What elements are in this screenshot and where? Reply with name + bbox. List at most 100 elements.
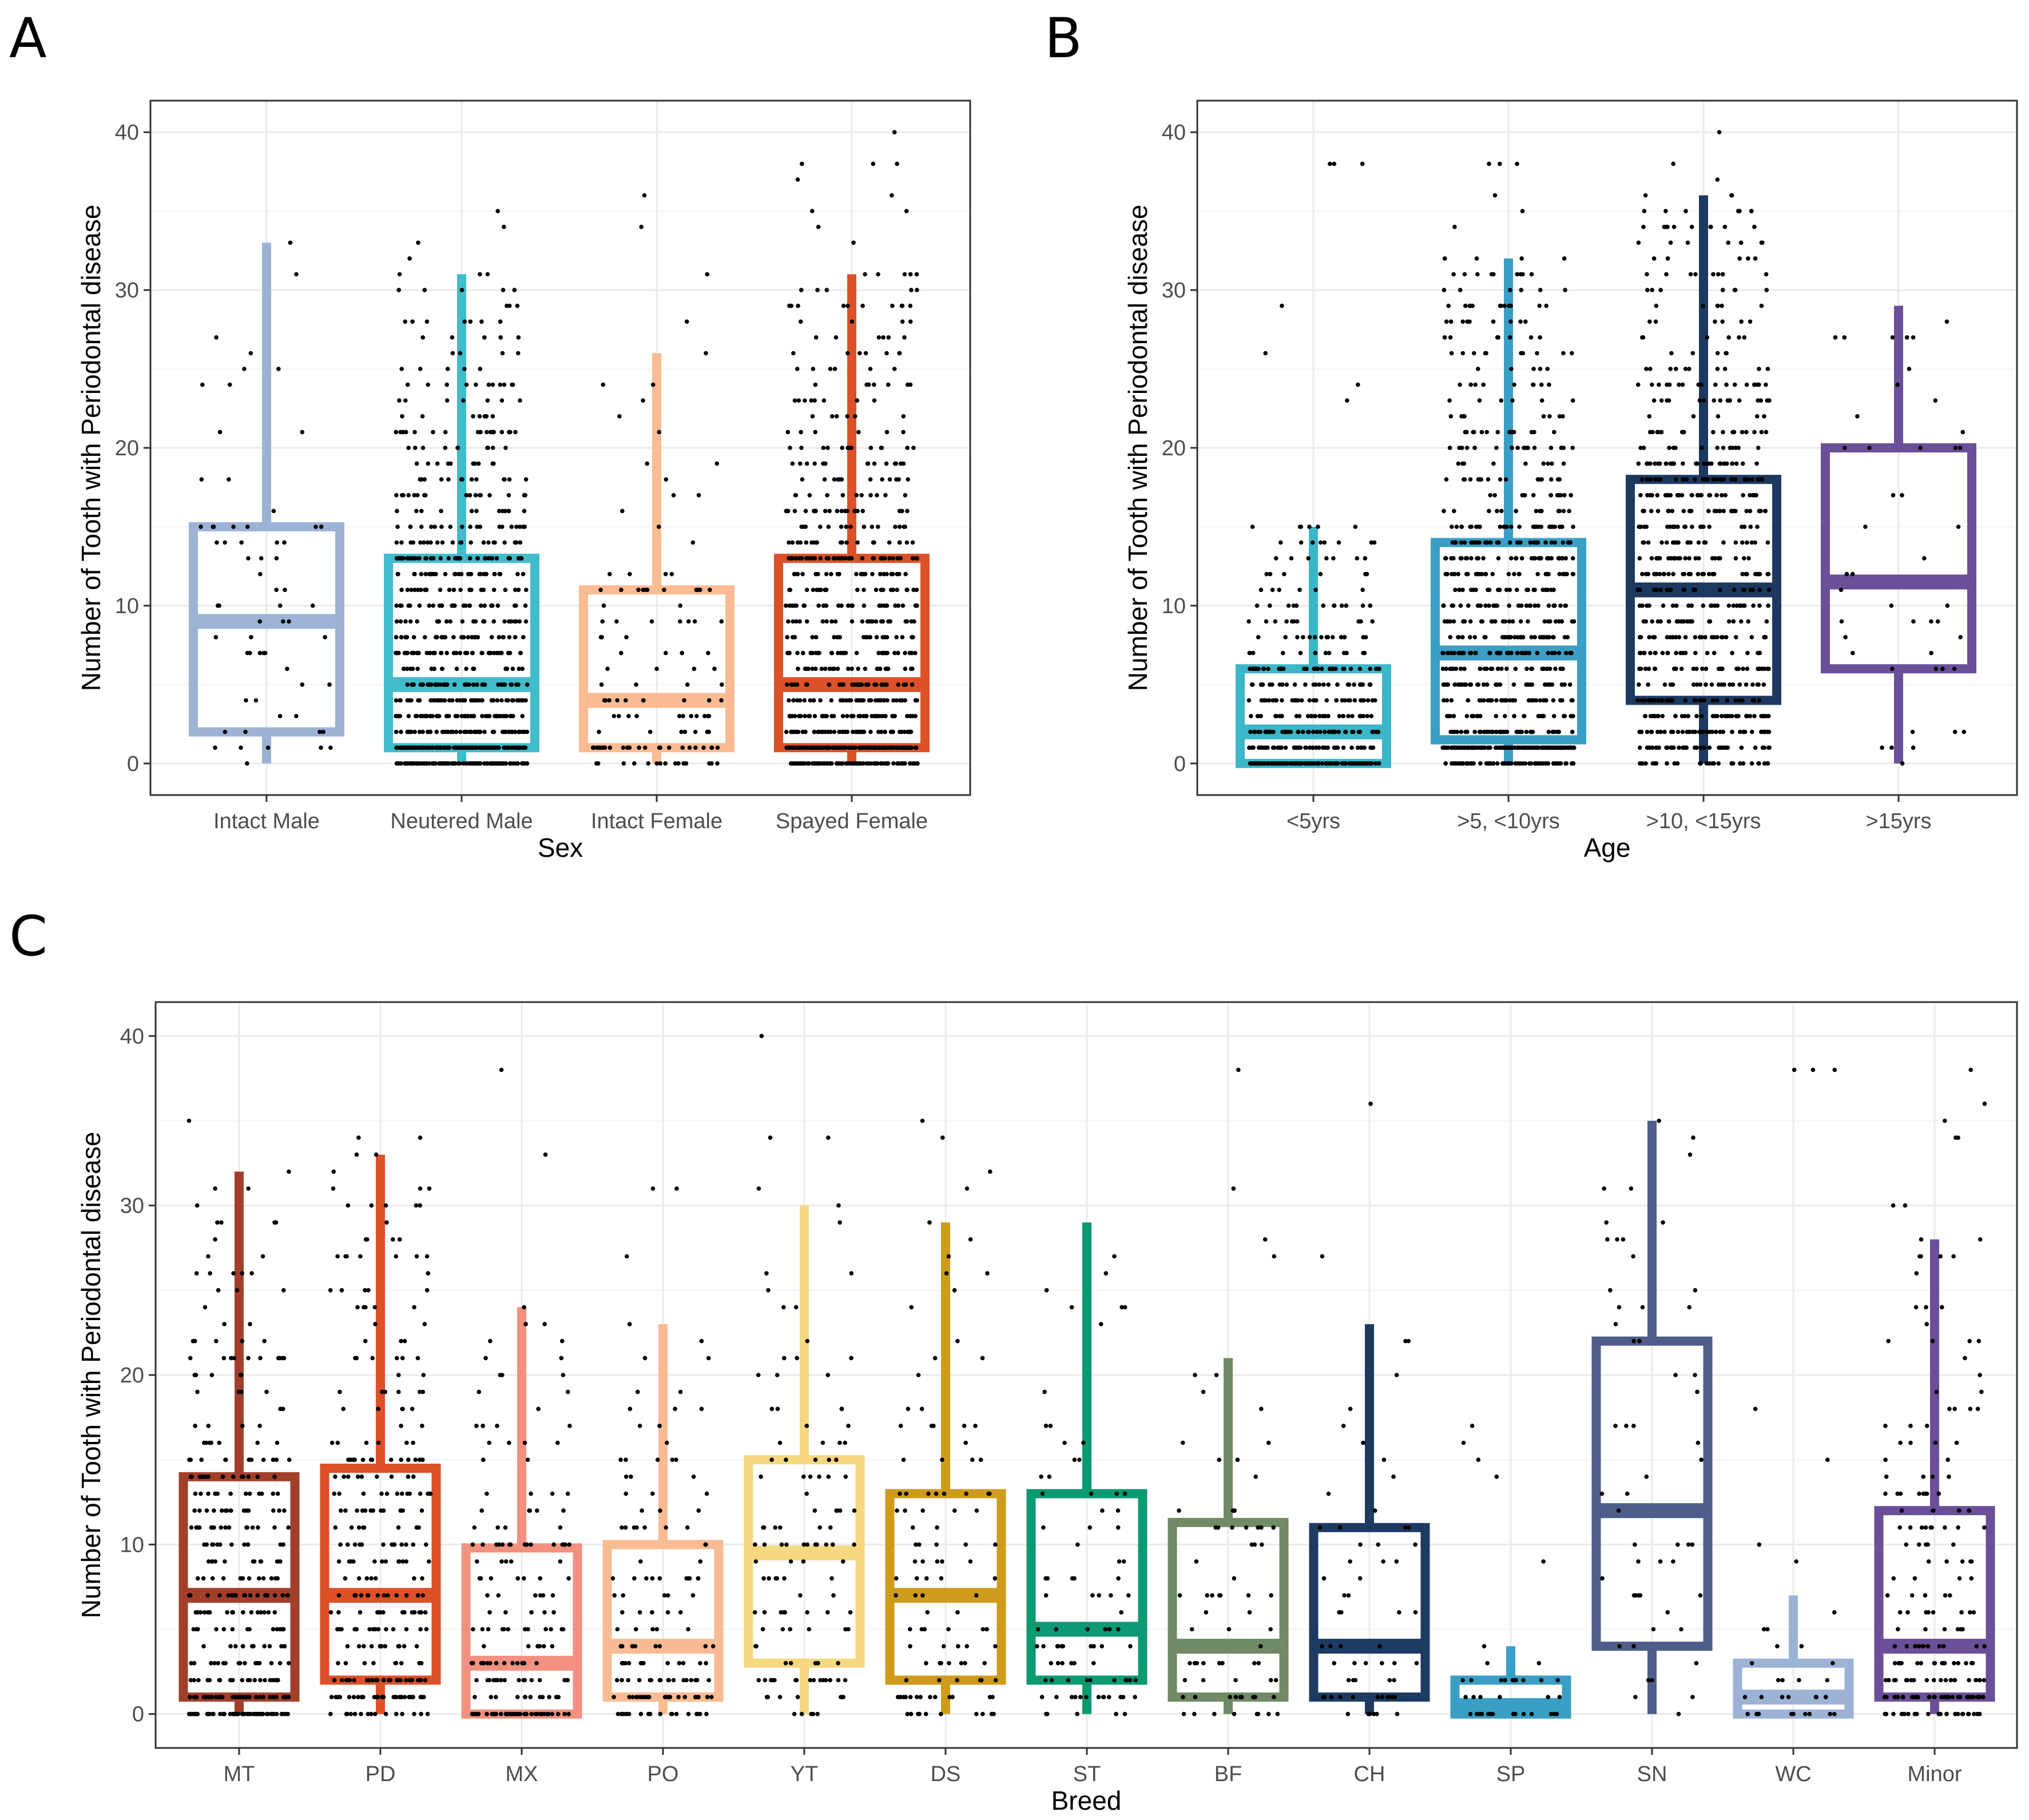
data-point [1365,714,1369,718]
data-point [329,1695,334,1699]
data-point [261,1576,266,1581]
data-point [685,682,690,687]
data-point [228,1678,233,1683]
data-point [1638,524,1643,529]
data-point [485,446,490,450]
data-point [1757,367,1761,371]
data-point [1717,508,1722,514]
data-point [831,745,835,750]
data-point [346,1203,351,1208]
data-point [879,650,884,655]
data-point [507,303,512,308]
data-point [493,571,497,577]
data-point [1363,556,1368,561]
data-point [400,1711,404,1716]
x-tick-label: PD [366,1762,396,1786]
data-point [272,1220,277,1225]
data-point [677,714,682,718]
data-point [1571,619,1577,624]
data-point [1325,745,1330,750]
data-point [1466,603,1471,608]
data-point [1494,714,1499,718]
data-point [435,714,440,718]
data-point [1449,650,1454,655]
data-point [720,682,724,687]
data-point [1550,461,1554,466]
data-point [360,1457,366,1462]
data-point [489,603,494,608]
data-point [1642,540,1646,545]
data-point [898,745,903,750]
data-point [255,1475,260,1479]
data-point [401,666,406,671]
data-point [1732,587,1737,593]
data-point [1515,446,1520,450]
data-point [376,1627,381,1632]
data-point [1669,351,1674,356]
data-point [1294,714,1299,718]
data-point [1673,714,1678,718]
data-point [829,571,833,577]
data-point [1664,745,1669,750]
data-point [480,650,485,655]
data-point [1739,319,1744,324]
data-point [1534,508,1539,514]
data-point [810,666,815,671]
data-point [1714,493,1719,498]
data-point [1561,446,1566,450]
box-group-spayed-female [774,130,930,766]
data-point [682,729,688,734]
data-point [1247,650,1252,655]
data-point [1646,571,1651,577]
data-point [506,508,511,514]
box-group-intact-female [579,193,734,766]
data-point [522,493,527,498]
data-point [1697,698,1702,703]
data-point [218,1542,223,1547]
y-tick-label: 20 [120,1364,144,1388]
data-point [245,1678,251,1683]
data-point [1503,635,1507,639]
data-point [1721,430,1725,435]
data-point [439,524,444,529]
data-point [1468,477,1473,482]
data-point [1360,698,1364,703]
data-point [356,1525,362,1530]
data-point [407,1695,411,1699]
data-point [468,540,473,545]
data-point [519,556,524,561]
data-point [188,1695,192,1699]
data-point [814,761,819,766]
data-point [1250,650,1256,655]
data-point [1762,714,1768,718]
data-point [1503,524,1508,529]
y-tick-label: 20 [1162,436,1186,460]
data-point [1683,635,1688,639]
data-point [211,1542,216,1547]
data-point [1698,682,1703,687]
data-point [424,650,429,655]
data-point [509,1711,514,1716]
data-point [415,493,420,498]
data-point [1565,571,1569,577]
data-point [232,1356,237,1361]
data-point [447,587,452,593]
data-point [456,761,461,766]
data-point [1764,382,1768,387]
data-point [605,666,610,671]
data-point [1699,493,1704,498]
data-point [872,382,876,387]
panel-label-c: C [9,904,47,968]
data-point [1493,603,1498,608]
data-point [632,761,637,766]
data-point [877,666,883,671]
data-point [358,1610,363,1615]
data-point [849,666,854,671]
data-point [897,729,902,734]
data-point [274,587,279,593]
data-point [1512,745,1517,750]
data-point [435,540,440,545]
box-group-pd [320,1135,441,1716]
data-point [1742,335,1747,340]
